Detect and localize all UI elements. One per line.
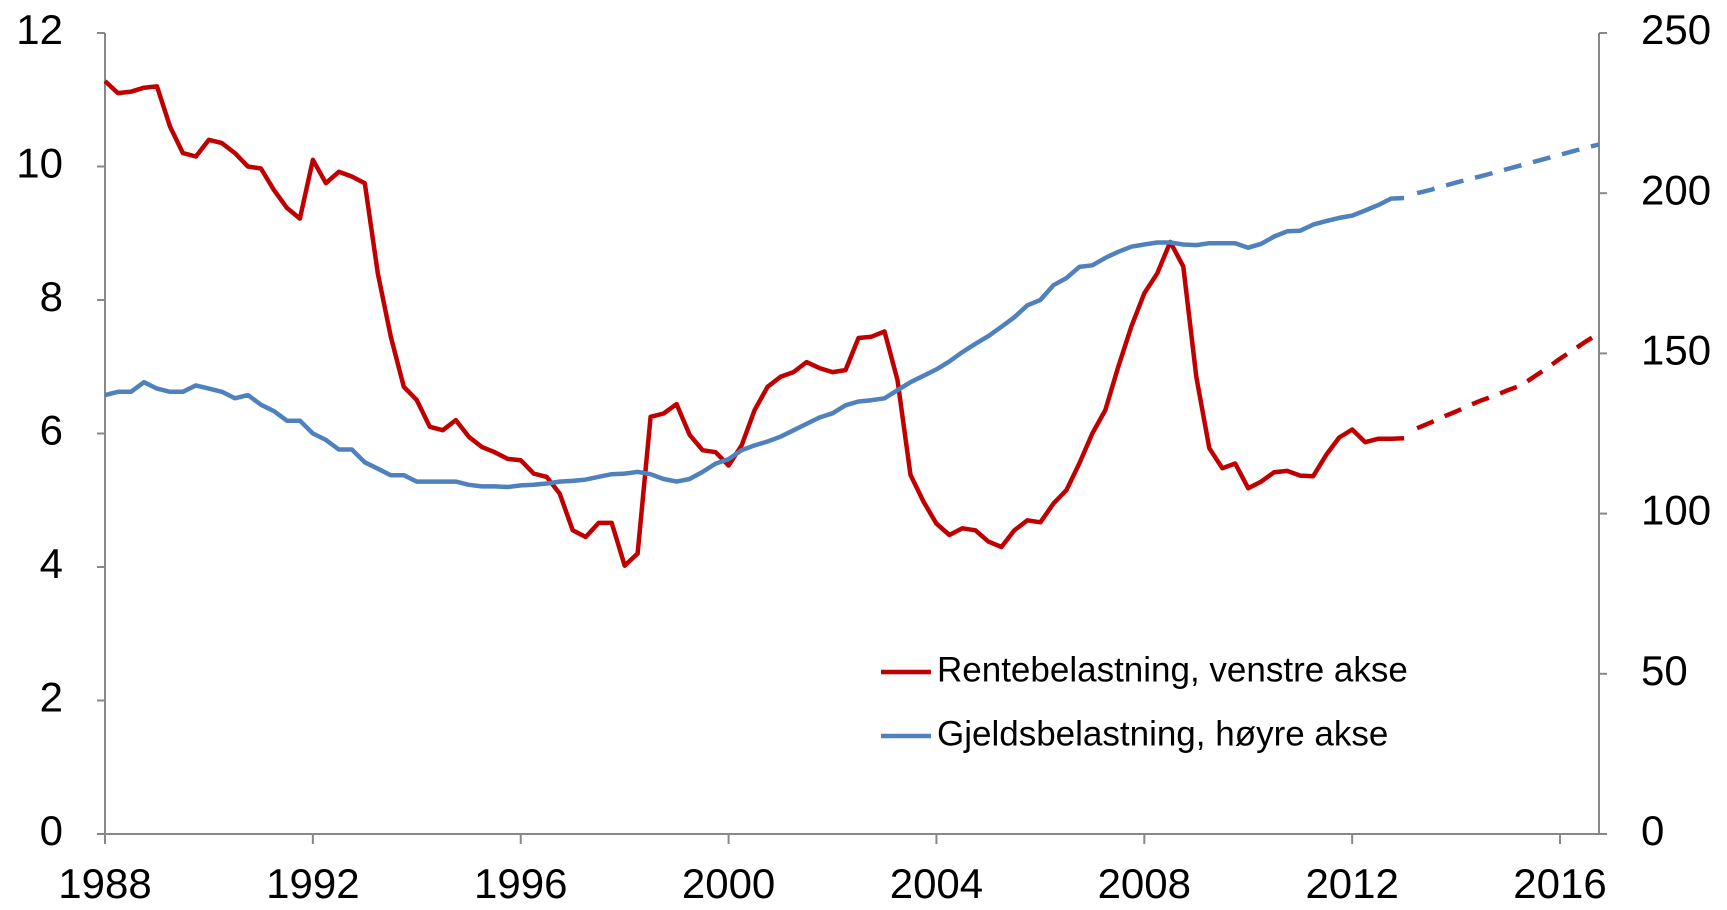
- y2-tick-label: 0: [1641, 807, 1664, 854]
- y2-tick-label: 250: [1641, 6, 1711, 53]
- y-tick-label: 10: [16, 140, 63, 187]
- x-tick-label: 1996: [474, 860, 567, 907]
- series-line-forecast: [1416, 142, 1600, 196]
- y-tick-label: 0: [40, 807, 63, 854]
- y-tick-label: 4: [40, 540, 63, 587]
- x-tick-label: 2000: [682, 860, 775, 907]
- x-tick-label: 2012: [1305, 860, 1398, 907]
- x-tick-label: 1992: [266, 860, 359, 907]
- y-tick-label: 6: [40, 407, 63, 454]
- x-tick-label: 2016: [1513, 860, 1606, 907]
- series-line: [103, 79, 1405, 568]
- y-tick-label: 2: [40, 674, 63, 721]
- series-line-forecast: [1416, 331, 1601, 431]
- x-tick-label: 2008: [1098, 860, 1191, 907]
- y2-tick-label: 200: [1641, 166, 1711, 213]
- x-tick-label: 1988: [58, 860, 151, 907]
- y2-tick-label: 50: [1641, 647, 1688, 694]
- y2-tick-label: 150: [1641, 326, 1711, 373]
- y2-tick-label: 100: [1641, 487, 1711, 534]
- legend-label: Rentebelastning, venstre akse: [937, 650, 1408, 689]
- series-line: [104, 195, 1405, 490]
- legend-label: Gjeldsbelastning, høyre akse: [937, 714, 1388, 753]
- y-tick-label: 8: [40, 273, 63, 320]
- y-tick-label: 12: [16, 6, 63, 53]
- x-tick-label: 2004: [890, 860, 983, 907]
